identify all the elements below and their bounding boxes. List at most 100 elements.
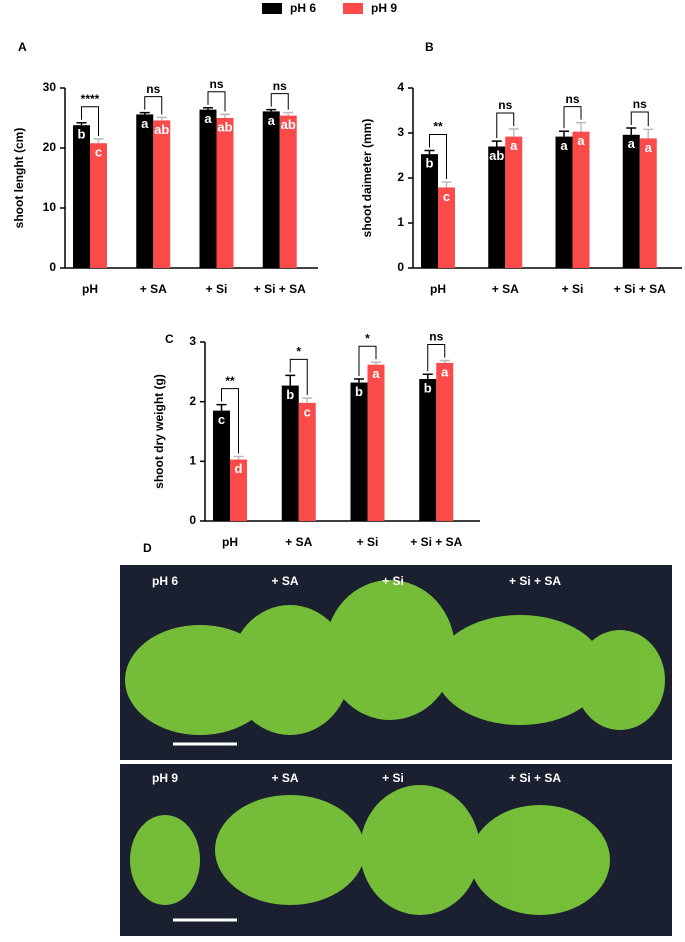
- error-bar: [424, 149, 435, 155]
- bar-letter: a: [628, 136, 636, 151]
- bar: [436, 362, 454, 521]
- photo-label: + Si + SA: [509, 771, 561, 785]
- y-tick-label: 2: [397, 170, 404, 184]
- significance-label: ns: [209, 77, 223, 91]
- y-tick-label: 4: [397, 80, 404, 94]
- plants: [125, 580, 665, 915]
- photo-label: + Si: [382, 574, 404, 588]
- x-tick-label: + Si: [562, 282, 584, 296]
- y-tick-label: 1: [189, 454, 196, 468]
- bar-letter: b: [426, 156, 434, 171]
- significance-label: ****: [81, 92, 100, 106]
- bar-letter: a: [141, 116, 149, 131]
- y-tick-label: 1: [397, 215, 404, 229]
- bar-letter: c: [443, 189, 450, 204]
- legend-label: pH 9: [371, 1, 397, 15]
- x-tick-label: pH: [430, 282, 446, 296]
- error-bar: [559, 130, 569, 137]
- x-tick-label: + SA: [140, 282, 167, 296]
- y-tick-label: 3: [397, 125, 404, 139]
- significance-label: *: [296, 345, 301, 359]
- error-bar: [643, 128, 654, 139]
- significance-label: ns: [273, 79, 287, 93]
- bar-letter: a: [645, 140, 653, 155]
- significance-label: **: [433, 120, 443, 134]
- bar: [555, 136, 573, 268]
- bar-letter: a: [441, 364, 449, 379]
- significance-label: ns: [633, 97, 647, 111]
- bar: [153, 120, 171, 269]
- bar: [622, 134, 640, 268]
- photo-label: pH 9: [152, 771, 178, 785]
- bar: [639, 138, 657, 268]
- bar: [419, 378, 437, 521]
- bar-letter: a: [204, 111, 212, 126]
- y-axis-label: shoot daimeter (mm): [360, 119, 374, 238]
- y-tick-label: 2: [189, 394, 196, 408]
- significance-bracket: [358, 345, 377, 376]
- bar-letter: c: [218, 412, 225, 427]
- y-tick-label: 0: [49, 260, 56, 274]
- bar-letter: ab: [154, 122, 169, 137]
- x-tick-label: + Si + SA: [410, 535, 462, 549]
- error-bar: [283, 111, 294, 116]
- bar: [281, 385, 299, 521]
- bar-letter: a: [560, 138, 568, 153]
- y-tick-label: 0: [397, 260, 404, 274]
- bar-letter: a: [372, 366, 380, 381]
- error-bar: [302, 397, 313, 403]
- error-bar: [626, 127, 637, 135]
- significance-bracket: [563, 106, 582, 129]
- bar: [136, 114, 154, 269]
- significance-bracket: [81, 106, 99, 136]
- bar-letter: c: [95, 145, 102, 160]
- significance-bracket: [427, 343, 446, 372]
- photo-label: + SA: [271, 574, 298, 588]
- x-tick-label: + Si + SA: [254, 282, 306, 296]
- photo-label: + SA: [271, 771, 298, 785]
- significance-bracket: [221, 388, 239, 454]
- significance-bracket: [144, 96, 163, 115]
- bar: [421, 154, 438, 268]
- error-bar: [491, 140, 502, 147]
- error-bar: [439, 359, 450, 363]
- x-tick-label: + Si + SA: [614, 282, 666, 296]
- error-bar: [93, 138, 104, 144]
- bar: [230, 459, 247, 521]
- bar: [350, 382, 368, 521]
- bar-letter: a: [577, 133, 585, 148]
- significance-bracket: [289, 358, 308, 396]
- bar-letter: d: [235, 461, 243, 476]
- bar-letter: a: [510, 138, 518, 153]
- x-tick-label: + SA: [285, 535, 312, 549]
- error-bar: [216, 403, 227, 411]
- x-tick-label: pH: [222, 535, 238, 549]
- bar: [367, 364, 385, 521]
- error-bar: [203, 107, 213, 110]
- error-bar: [508, 128, 519, 137]
- significance-label: ns: [565, 92, 579, 106]
- significance-label: ns: [146, 82, 160, 96]
- bar-letter: b: [78, 127, 86, 142]
- bar: [572, 131, 590, 268]
- bar: [90, 143, 107, 268]
- error-bar: [139, 111, 150, 115]
- error-bar: [354, 378, 364, 383]
- error-bar: [441, 181, 452, 188]
- error-bar: [266, 108, 277, 112]
- significance-label: *: [365, 331, 370, 345]
- error-bar: [285, 374, 296, 386]
- bar: [279, 115, 297, 268]
- bar-letter: c: [304, 404, 311, 419]
- panel-label: C: [165, 332, 174, 346]
- photo-label: pH 6: [152, 574, 178, 588]
- error-bar: [576, 121, 586, 132]
- photo-panel: D: [120, 541, 672, 936]
- bar: [213, 410, 230, 521]
- y-tick-label: 10: [43, 200, 57, 214]
- photo-label: + Si + SA: [509, 574, 561, 588]
- bar-letter: ab: [281, 117, 296, 132]
- y-tick-label: 3: [189, 334, 196, 348]
- x-tick-label: pH: [82, 282, 98, 296]
- panel-label: B: [425, 40, 434, 54]
